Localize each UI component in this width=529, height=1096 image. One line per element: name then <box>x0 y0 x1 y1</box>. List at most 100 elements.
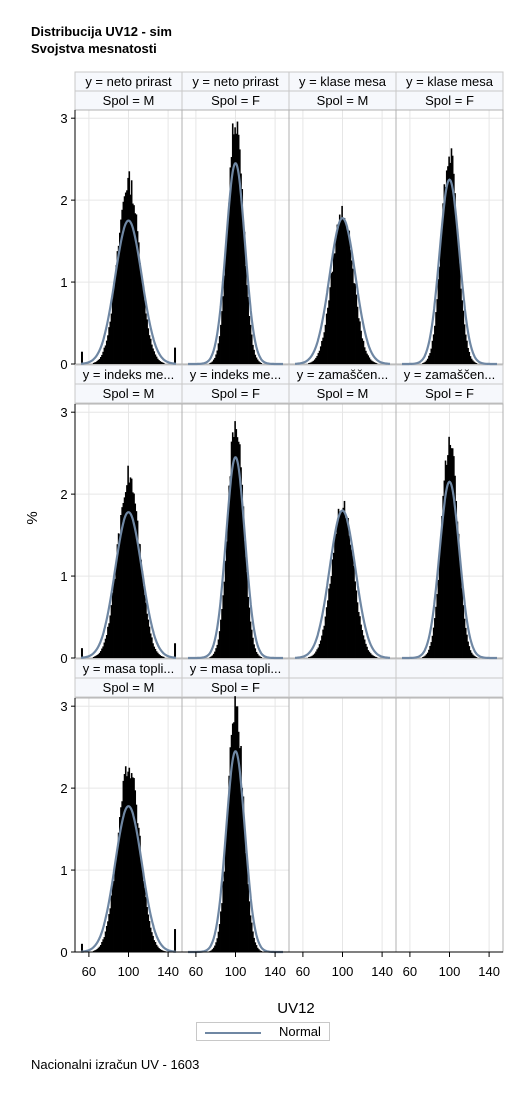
histogram-bar <box>241 189 244 364</box>
histogram-bar <box>336 523 339 658</box>
histogram-bar <box>441 224 443 364</box>
histogram-bar <box>122 201 125 364</box>
histogram-bar <box>240 467 242 658</box>
histogram-bar <box>159 949 161 952</box>
histogram-bar <box>472 654 474 658</box>
panel-header-sex <box>395 677 504 698</box>
histogram-bar <box>148 626 151 658</box>
panel-sex-label: Spol = F <box>211 680 260 695</box>
histogram-bar <box>334 533 336 658</box>
histogram-bar <box>134 503 137 658</box>
histogram-bar <box>122 502 125 658</box>
histogram-bar <box>141 284 144 364</box>
histogram-bar <box>118 232 121 364</box>
histogram-bar <box>234 421 236 658</box>
histogram-bar <box>324 324 327 364</box>
histogram-bar <box>371 654 373 658</box>
histogram-bar <box>444 460 447 658</box>
histogram-bar <box>235 133 238 364</box>
histogram-bar <box>330 273 333 364</box>
histogram-bar <box>346 516 348 658</box>
histogram-bar <box>369 653 372 658</box>
histogram-bar <box>456 229 459 364</box>
histogram-bar <box>114 281 116 364</box>
histogram-bar <box>102 351 104 364</box>
x-tick-label: 100 <box>439 964 461 979</box>
histogram-bar <box>250 334 253 364</box>
histogram-bar <box>174 643 177 658</box>
histogram-bar <box>460 570 462 658</box>
histogram-bar <box>338 511 341 658</box>
histogram-bar <box>161 950 164 952</box>
histogram-bar <box>99 357 102 364</box>
histogram-bar <box>247 596 249 658</box>
histogram-bar <box>230 734 233 952</box>
histogram-bar <box>341 205 343 364</box>
histogram-bar <box>110 605 113 658</box>
histogram-bar <box>145 897 147 952</box>
histogram-bar <box>174 929 177 952</box>
histogram-bar <box>220 324 222 364</box>
histogram-bar <box>474 656 477 658</box>
y-tick-label: 3 <box>60 405 67 420</box>
histogram-bar <box>240 173 242 364</box>
histogram-bar <box>135 804 138 952</box>
histogram-bar <box>331 271 334 364</box>
histogram-bar <box>308 657 310 658</box>
histogram-bar <box>245 265 247 364</box>
histogram-bar <box>243 825 246 952</box>
histogram-bar <box>443 480 446 658</box>
histogram-bar <box>233 134 235 364</box>
histogram-bar <box>222 881 225 952</box>
histogram-bar <box>247 884 249 952</box>
histogram-bar <box>422 656 424 658</box>
histogram-bar <box>148 335 151 364</box>
histogram-bar <box>451 155 454 364</box>
x-tick-label: 60 <box>82 964 96 979</box>
histogram-bar <box>347 230 349 364</box>
histogram-bar <box>129 194 132 364</box>
histogram-bar <box>371 360 373 364</box>
histogram-bar <box>466 340 468 364</box>
normal-curve <box>81 219 176 365</box>
histogram-bar <box>127 177 129 364</box>
histogram-bar <box>354 283 356 364</box>
histogram-bar <box>337 227 340 364</box>
histogram-bar <box>121 507 123 658</box>
histogram-bar <box>162 656 165 658</box>
x-tick-label: 100 <box>118 964 140 979</box>
histogram-bar <box>447 166 449 364</box>
panel-sex-label: Spol = M <box>317 93 369 108</box>
y-tick-label: 3 <box>60 699 67 714</box>
legend-normal-swatch <box>205 1032 261 1034</box>
panel-sex-label: Spol = F <box>425 386 474 401</box>
histogram-bar <box>444 187 447 364</box>
histogram-bar <box>432 334 435 364</box>
histogram-bar <box>327 600 329 658</box>
histogram-bar <box>149 338 152 364</box>
histogram-bar <box>328 300 330 364</box>
histogram-bar <box>464 334 467 364</box>
histogram-bar <box>353 565 355 658</box>
histogram-bar <box>145 602 147 658</box>
panel-y-label: y = klase mesa <box>299 74 387 89</box>
histogram-bar <box>435 606 437 658</box>
panel-sex-label: Spol = M <box>103 386 155 401</box>
histogram-bar <box>236 121 239 364</box>
histogram-bar <box>92 362 95 364</box>
histogram-bar <box>101 648 103 658</box>
x-tick-label: 140 <box>371 964 393 979</box>
x-tick-label: 60 <box>189 964 203 979</box>
histogram-bar <box>243 540 246 658</box>
histogram-bar <box>116 544 119 658</box>
histogram-bar <box>116 251 119 364</box>
histogram-bar <box>132 203 134 364</box>
x-tick-label: 140 <box>478 964 500 979</box>
y-tick-label: 2 <box>60 193 67 208</box>
histogram-bar <box>455 215 458 364</box>
histogram-bar <box>366 353 368 364</box>
histogram-bar <box>132 492 134 658</box>
histogram-bar <box>102 939 104 952</box>
histogram-bar <box>117 832 120 952</box>
histogram-bar <box>228 202 230 364</box>
